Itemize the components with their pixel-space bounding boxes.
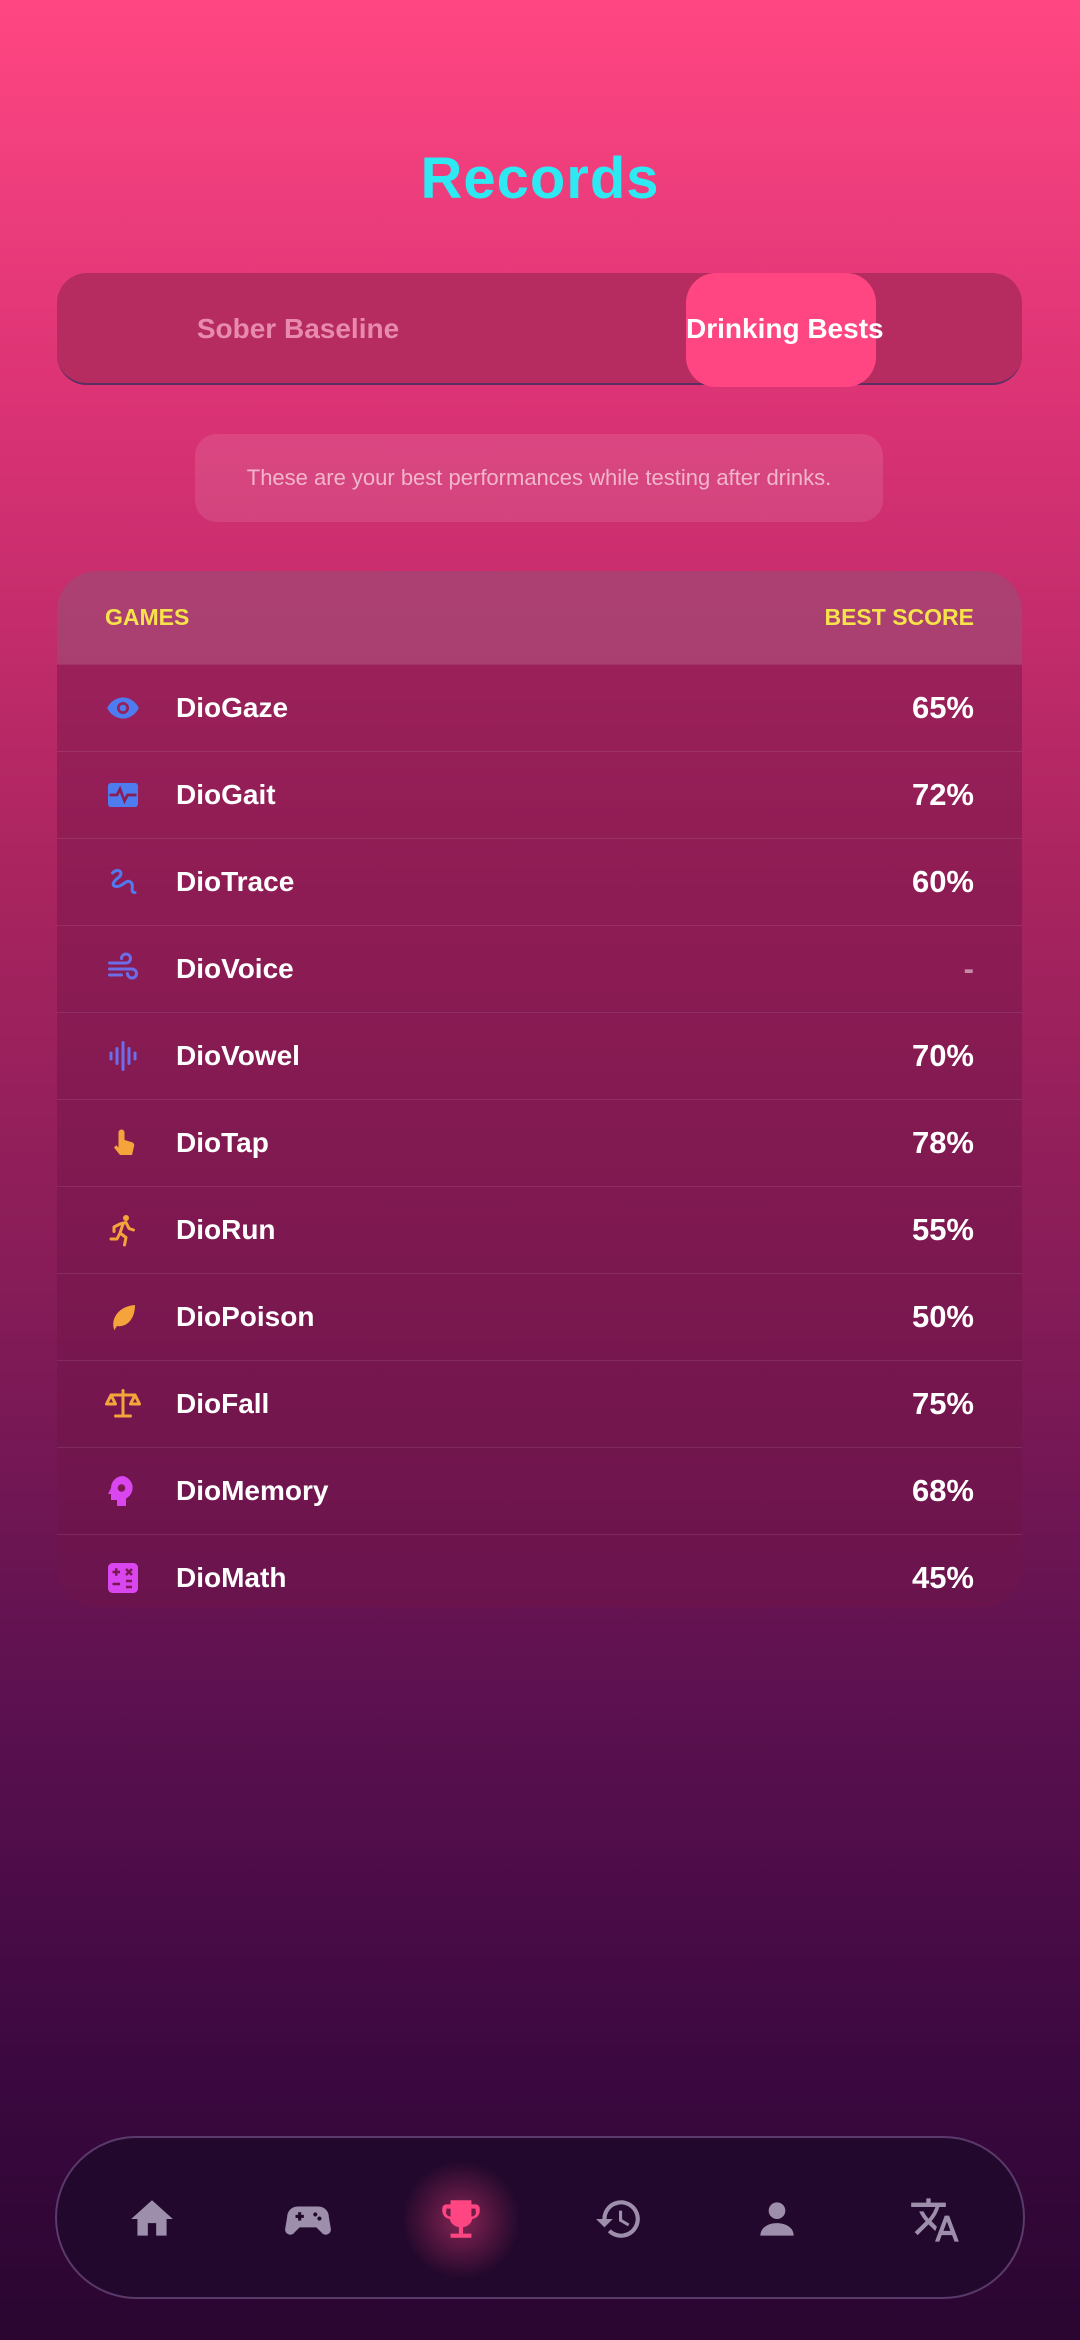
best-score: - bbox=[963, 951, 974, 986]
game-icon bbox=[108, 783, 138, 807]
game-name: DioGaze bbox=[176, 692, 289, 723]
best-score: 70% bbox=[911, 1038, 974, 1073]
game-name: DioTap bbox=[176, 1127, 269, 1158]
game-name: DioVoice bbox=[176, 953, 294, 984]
game-icon bbox=[109, 1215, 135, 1247]
game-name: DioRun bbox=[176, 1214, 276, 1245]
nav-language[interactable] bbox=[909, 2194, 961, 2246]
game-name: DioGait bbox=[176, 779, 276, 810]
tab-active[interactable]: Drinking Bests bbox=[686, 273, 884, 387]
tab-bar: Sober Baseline Drinking Bests bbox=[57, 273, 1022, 387]
best-score: 60% bbox=[911, 864, 974, 899]
nav-history[interactable] bbox=[594, 2194, 644, 2244]
table-row: DioVoice - bbox=[57, 925, 1022, 1012]
nav-profile[interactable] bbox=[752, 2194, 802, 2244]
column-header: GAMES bbox=[105, 604, 190, 630]
game-icon bbox=[113, 1305, 135, 1331]
table-row: DioFall 75% bbox=[57, 1360, 1022, 1447]
best-score: 78% bbox=[911, 1125, 974, 1160]
game-name: DioFall bbox=[176, 1388, 270, 1419]
game-icon bbox=[105, 1389, 141, 1418]
tab[interactable]: Sober Baseline bbox=[196, 313, 400, 344]
game-name: DioVowel bbox=[176, 1040, 300, 1071]
records-table: GAMES BEST SCORE DioGaze 65% DioGait 72% Dio… bbox=[57, 571, 1022, 1607]
info-note: These are your best performances while t… bbox=[195, 434, 883, 522]
game-icon bbox=[111, 869, 137, 894]
best-score: 75% bbox=[911, 1386, 974, 1421]
table-row: DioPoison 50% bbox=[57, 1273, 1022, 1360]
table-row: DioTrace 60% bbox=[57, 838, 1022, 925]
game-icon bbox=[108, 1563, 138, 1593]
column-header: BEST SCORE bbox=[824, 604, 974, 630]
nav-games[interactable] bbox=[283, 2194, 333, 2244]
table-row: DioVowel 70% bbox=[57, 1012, 1022, 1099]
best-score: 50% bbox=[911, 1299, 974, 1334]
table-row: DioTap 78% bbox=[57, 1099, 1022, 1186]
game-icon bbox=[107, 697, 139, 719]
game-icon bbox=[108, 952, 138, 980]
game-name: DioMath bbox=[176, 1562, 287, 1593]
best-score: 55% bbox=[911, 1212, 974, 1247]
best-score: 45% bbox=[911, 1560, 974, 1595]
table-row: DioRun 55% bbox=[57, 1186, 1022, 1273]
game-name: DioTrace bbox=[176, 866, 295, 897]
nav-records[interactable] bbox=[436, 2194, 486, 2244]
game-name: DioMemory bbox=[176, 1475, 329, 1506]
game-icon bbox=[109, 1041, 137, 1071]
table-row: DioMemory 68% bbox=[57, 1447, 1022, 1534]
table-row: DioMath 45% bbox=[57, 1534, 1022, 1607]
game-name: DioPoison bbox=[176, 1301, 315, 1332]
game-icon bbox=[108, 1476, 133, 1506]
best-score: 65% bbox=[911, 690, 974, 725]
best-score: 72% bbox=[911, 777, 974, 812]
bottom-nav bbox=[55, 2136, 1025, 2299]
table-header: GAMES BEST SCORE bbox=[57, 571, 1022, 664]
best-score: 68% bbox=[911, 1473, 974, 1508]
page-title: Records bbox=[420, 146, 660, 211]
nav-home[interactable] bbox=[127, 2194, 177, 2244]
table-row: DioGaze 65% bbox=[57, 664, 1022, 751]
table-row: DioGait 72% bbox=[57, 751, 1022, 838]
game-icon bbox=[114, 1129, 135, 1155]
